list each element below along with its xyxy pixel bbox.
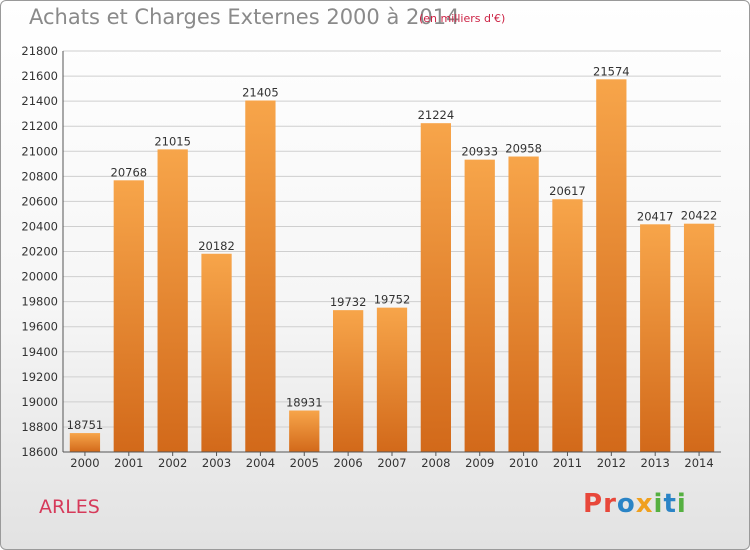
- value-label: 21015: [154, 134, 191, 148]
- city-name: ARLES: [39, 496, 100, 518]
- y-tick-label: 19200: [21, 370, 58, 384]
- bar-2010: [508, 156, 539, 452]
- y-tick-label: 18800: [21, 420, 58, 434]
- chart-subtitle: (en milliers d'€): [419, 12, 506, 25]
- x-tick-label: 2008: [421, 456, 450, 470]
- bar-2009: [464, 159, 495, 452]
- value-label: 20417: [637, 209, 674, 223]
- y-tick-label: 20600: [21, 194, 58, 208]
- bar-2004: [245, 100, 276, 452]
- y-tick-label: 21600: [21, 69, 58, 83]
- value-labels: 18751 20768 21015 20182 21405 18931 19732 19752…: [67, 64, 718, 432]
- value-label: 20422: [681, 209, 718, 223]
- y-tick-label: 19400: [21, 345, 58, 359]
- x-tick-label: 2000: [70, 456, 99, 470]
- value-label: 21224: [418, 108, 455, 122]
- y-tick-label: 21200: [21, 119, 58, 133]
- bar-2006: [332, 310, 364, 452]
- bar-2005: [289, 410, 320, 452]
- bar-2011: [552, 199, 583, 452]
- y-tick-label: 21800: [21, 44, 58, 58]
- y-tick-label: 19000: [21, 395, 58, 409]
- y-tick-labels: 18600 18800 19000 19200 19400 19600 19800 20000…: [21, 44, 58, 459]
- bar-2008: [420, 123, 452, 453]
- value-label: 18931: [286, 396, 323, 410]
- x-tick-label: 2007: [377, 456, 406, 470]
- axes: [62, 51, 721, 456]
- chart-title: Achats et Charges Externes 2000 à 2014: [29, 5, 460, 29]
- value-label: 20958: [505, 142, 542, 156]
- x-tick-label: 2011: [553, 456, 582, 470]
- x-tick-label: 2005: [290, 456, 319, 470]
- y-tick-label: 21400: [21, 94, 58, 108]
- value-label: 21574: [593, 64, 630, 78]
- x-tick-label: 2013: [641, 456, 670, 470]
- bar-2002: [157, 149, 188, 453]
- value-label: 21405: [242, 85, 279, 99]
- x-tick-label: 2012: [597, 456, 626, 470]
- y-tick-label: 20000: [21, 270, 58, 284]
- value-label: 20617: [549, 184, 586, 198]
- bars: [69, 79, 715, 453]
- x-tick-label: 2006: [333, 456, 362, 470]
- value-label: 19732: [330, 295, 367, 309]
- x-tick-label: 2004: [246, 456, 275, 470]
- x-tick-label: 2010: [509, 456, 538, 470]
- x-tick-label: 2009: [465, 456, 494, 470]
- value-label: 19752: [374, 293, 411, 307]
- x-tick-label: 2014: [684, 456, 713, 470]
- bar-2014: [683, 223, 715, 452]
- x-tick-label: 2003: [202, 456, 231, 470]
- bar-2000: [69, 433, 101, 452]
- y-tick-label: 20800: [21, 169, 58, 183]
- bar-2007: [376, 307, 408, 452]
- bar-2003: [201, 253, 232, 452]
- y-tick-label: 20200: [21, 245, 58, 259]
- bar-2012: [596, 79, 627, 453]
- x-tick-labels: 2000 2001 2002 2003 2004 2005 2006 2007 2008 2009…: [70, 456, 713, 470]
- proxiti-logo: Proxiti: [583, 489, 687, 519]
- bar-2001: [113, 180, 144, 452]
- y-tick-label: 20400: [21, 219, 58, 233]
- y-tick-label: 18600: [21, 445, 58, 459]
- value-label: 20182: [198, 239, 235, 253]
- bar-2013: [640, 224, 671, 452]
- x-tick-label: 2001: [114, 456, 143, 470]
- y-tick-label: 21000: [21, 144, 58, 158]
- y-tick-label: 19600: [21, 320, 58, 334]
- value-label: 20768: [111, 165, 148, 179]
- value-label: 18751: [67, 418, 104, 432]
- value-label: 20933: [461, 145, 498, 159]
- x-tick-label: 2002: [158, 456, 187, 470]
- y-tick-label: 19800: [21, 295, 58, 309]
